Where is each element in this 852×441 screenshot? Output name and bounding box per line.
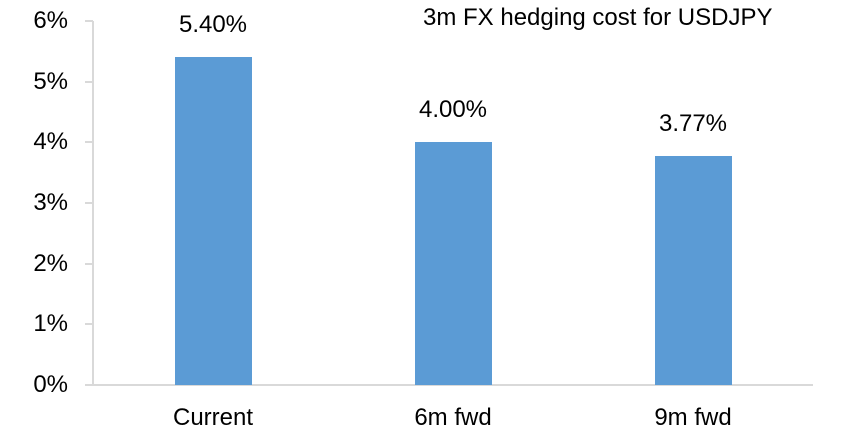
x-axis-category-label: Current	[172, 404, 254, 431]
y-axis-tick	[85, 80, 93, 83]
x-axis-category-label: 6m fwd	[414, 404, 492, 431]
bar	[174, 57, 252, 385]
y-axis-line	[92, 21, 94, 385]
y-axis-tick	[85, 20, 93, 22]
chart-title: 3m FX hedging cost for USDJPY	[423, 4, 773, 31]
bar-value-label: 4.00%	[418, 96, 488, 124]
y-axis-tick-label: 3%	[33, 189, 68, 216]
y-axis-tick	[85, 384, 93, 386]
bar	[654, 156, 732, 385]
bar	[414, 142, 492, 385]
y-axis-tick	[85, 262, 93, 265]
y-axis-tick-label: 4%	[33, 128, 68, 156]
y-axis-tick	[85, 141, 93, 144]
x-axis-category-label: 9m fwd	[654, 404, 732, 431]
y-axis-tick-label: 0%	[33, 371, 68, 398]
bar-value-label: 3.77%	[658, 110, 728, 138]
y-axis-tick-label: 5%	[33, 67, 68, 95]
y-axis-tick	[85, 323, 93, 326]
bar-value-label: 5.40%	[178, 11, 248, 39]
x-axis-line	[90, 384, 813, 386]
y-axis-tick	[85, 202, 93, 204]
y-axis-tick-label: 6%	[33, 7, 68, 34]
y-axis-tick-label: 1%	[33, 310, 68, 338]
y-axis-tick-label: 2%	[33, 249, 68, 277]
